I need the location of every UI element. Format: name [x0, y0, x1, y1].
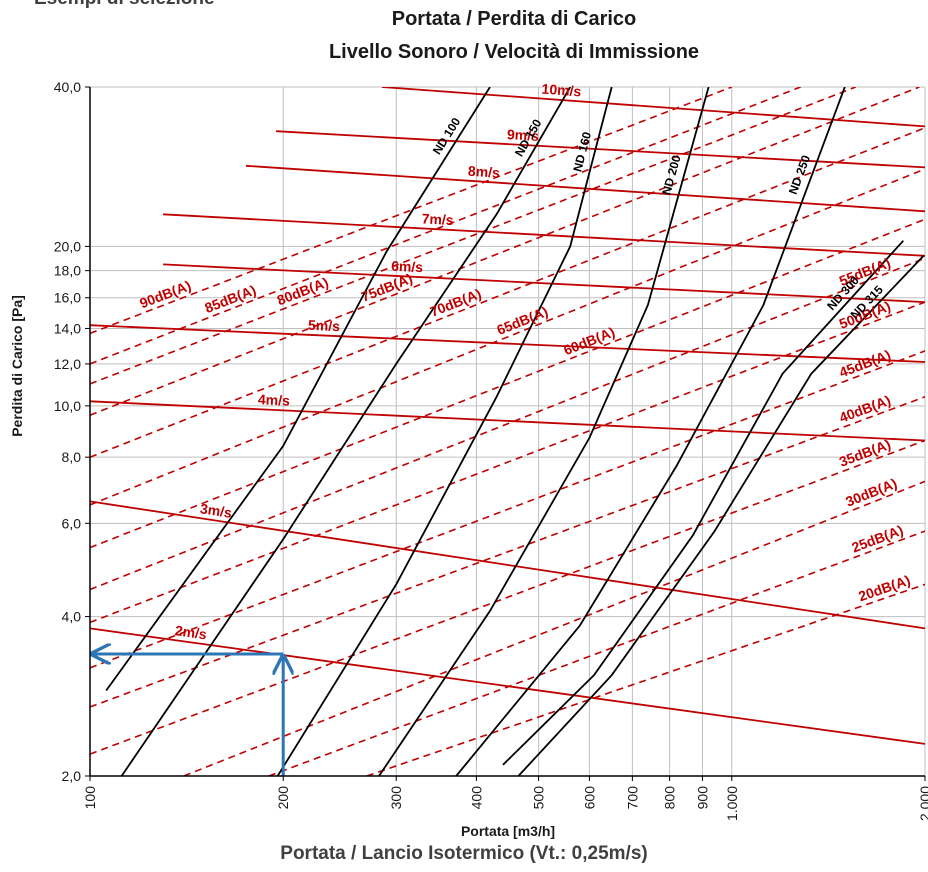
- velocity-label-2m-s: 2m/s: [174, 622, 208, 642]
- velocity-line-3m-s: [90, 500, 925, 630]
- velocity-label-5m-s: 5m/s: [308, 317, 341, 334]
- diameter-line-nd-315: [517, 255, 925, 776]
- sound-line-55db-a: [90, 257, 925, 591]
- velocity-label-7m-s: 7m/s: [421, 210, 454, 228]
- diameter-line-nd-150: [120, 87, 571, 776]
- velocity-label-3m-s: 3m/s: [199, 500, 233, 521]
- sound-line-35db-a: [90, 439, 925, 755]
- duct-diameter-lines: [105, 87, 925, 776]
- velocity-label-10m-s: 10m/s: [541, 81, 582, 100]
- sound-label-25db-a: 25dB(A): [849, 522, 905, 556]
- axes: 2,0 4,0 6,0 8,0 10,0 12,0 14,0 16,0 18,0 20,0 40,0…: [54, 79, 928, 821]
- y-tick-label-6: 6,0: [62, 515, 82, 531]
- sound-label-40db-a: 40dB(A): [837, 392, 893, 426]
- y-tick-label-10: 10,0: [54, 398, 81, 414]
- diameter-line-nd-160: [276, 87, 613, 776]
- sound-line-80db-a: [90, 87, 856, 385]
- sound-line-45db-a: [90, 350, 925, 669]
- y-tick-label-12: 12,0: [54, 356, 81, 372]
- sound-label-90db-a: 90dB(A): [137, 277, 193, 311]
- y-tick-label-8: 8,0: [62, 449, 82, 465]
- y-tick-label-20: 20,0: [54, 238, 81, 254]
- sound-label-30db-a: 30dB(A): [843, 475, 899, 510]
- x-tick-label-100: 100: [82, 786, 98, 810]
- diameter-line-nd-300: [502, 240, 904, 766]
- sound-line-20db-a: [366, 583, 925, 776]
- y-tick-label-14: 14,0: [54, 320, 81, 336]
- velocity-line-6m-s: [163, 263, 925, 303]
- sound-line-65db-a: [90, 168, 925, 506]
- sound-line-25db-a: [268, 530, 925, 776]
- page-heading-fragment: Esempi di selezione: [34, 0, 215, 10]
- sound-label-65db-a: 65dB(A): [494, 303, 550, 338]
- bottom-caption: Portata / Lancio Isotermico (Vt.: 0,25m/…: [280, 843, 648, 864]
- diameter-line-nd-200: [378, 87, 710, 776]
- y-axis-label: Perdita di Carico [Pa]: [9, 295, 25, 437]
- y-tick-label-4: 4,0: [62, 609, 82, 625]
- y-tick-label-18: 18,0: [54, 263, 81, 279]
- y-tick-label-40: 40,0: [54, 79, 81, 95]
- sound-line-60db-a: [90, 218, 925, 549]
- chart-title-line-1: Portata / Perdita di Carico: [392, 8, 637, 30]
- x-tick-label-1000: 1.000: [724, 786, 740, 821]
- velocity-line-9m-s: [276, 130, 925, 169]
- velocity-label-6m-s: 6m/s: [391, 258, 424, 276]
- velocity-line-7m-s: [163, 213, 925, 257]
- x-tick-label-200: 200: [275, 786, 291, 810]
- x-tick-label-800: 800: [662, 786, 678, 810]
- sound-label-85db-a: 85dB(A): [202, 282, 258, 316]
- sound-line-50db-a: [90, 301, 925, 624]
- sound-label-35db-a: 35dB(A): [837, 436, 893, 470]
- x-tick-label-600: 600: [581, 786, 597, 810]
- velocity-line-10m-s: [381, 87, 925, 128]
- sound-line-40db-a: [90, 396, 925, 708]
- sound-line-75db-a: [90, 87, 920, 416]
- x-tick-label-900: 900: [694, 786, 710, 810]
- y-tick-label-16: 16,0: [54, 290, 81, 306]
- x-tick-label-400: 400: [468, 786, 484, 810]
- sound-label-45db-a: 45dB(A): [837, 346, 893, 380]
- example-selection: [92, 654, 283, 776]
- velocity-line-4m-s: [90, 400, 925, 442]
- x-tick-label-300: 300: [388, 786, 404, 810]
- x-axis-label: Portata [m3/h]: [461, 823, 555, 839]
- sound-line-90db-a: [90, 87, 733, 335]
- velocity-label-9m-s: 9m/s: [507, 126, 540, 144]
- x-tick-label-700: 700: [624, 786, 640, 810]
- sound-line-70db-a: [90, 127, 925, 458]
- diameter-line-nd-250: [455, 87, 846, 776]
- diameter-line-nd-100: [105, 87, 491, 692]
- x-tick-label-500: 500: [531, 786, 547, 810]
- sound-label-20db-a: 20dB(A): [856, 572, 912, 605]
- x-tick-label-2000: 2.000: [917, 786, 928, 821]
- chart-title-line-2: Livello Sonoro / Velocità di Immissione: [329, 41, 699, 63]
- y-tick-label-2: 2,0: [62, 768, 82, 784]
- velocity-label-4m-s: 4m/s: [258, 391, 291, 408]
- velocity-label-8m-s: 8m/s: [467, 163, 500, 181]
- sound-line-30db-a: [183, 480, 925, 776]
- sound-label-70db-a: 70dB(A): [428, 285, 484, 320]
